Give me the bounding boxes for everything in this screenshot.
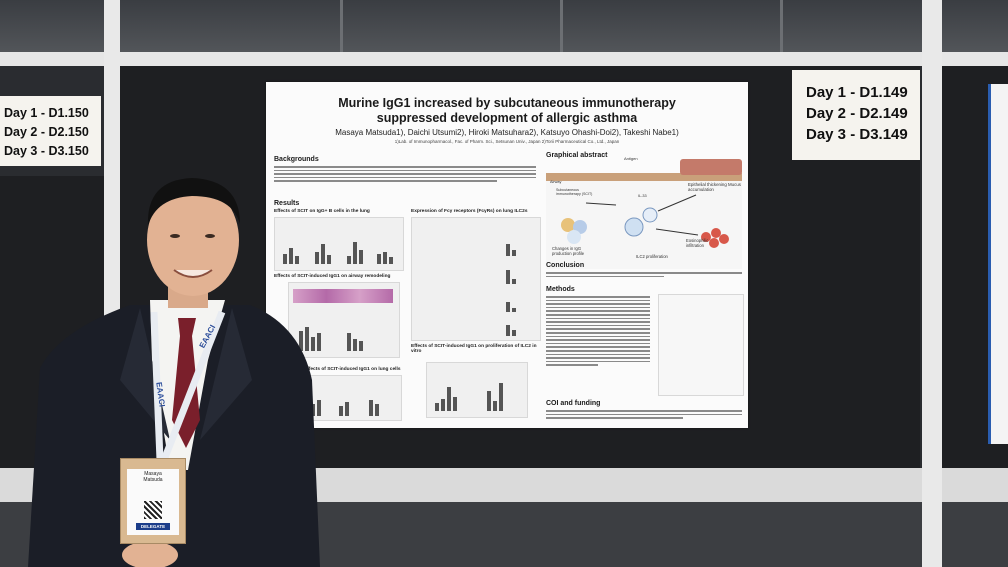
abstract-label: Epithelial thickening Mucus accumulation <box>688 182 741 192</box>
poster-authors: Masaya Matsuda1), Daichi Utsumi2), Hirok… <box>335 128 679 137</box>
section-heading-graphical-abstract: Graphical abstract <box>546 152 608 159</box>
badge-role: DELEGATE <box>136 523 170 530</box>
section-heading-methods: Methods <box>546 286 575 293</box>
sign-line: Day 2 - D2.150 <box>4 125 89 139</box>
histology-images <box>293 289 393 303</box>
abstract-label: Airway <box>550 180 562 184</box>
abstract-label: IL-33 <box>638 194 647 198</box>
name-badge: Masaya Matsuda DELEGATE <box>120 458 186 544</box>
section-heading-conclusion: Conclusion <box>546 262 585 269</box>
abstract-label: Changes in IgG production profile <box>552 246 585 256</box>
board-number-sign-left: Day 1 - D1.150 Day 2 - D2.150 Day 3 - D3… <box>0 96 101 166</box>
methods-schedule-figure <box>658 294 744 396</box>
neighbor-poster-edge <box>988 84 1008 444</box>
board-number-sign-right: Day 1 - D1.149 Day 2 - D2.149 Day 3 - D3… <box>792 70 920 160</box>
figure-panel <box>274 217 404 271</box>
backgrounds-text <box>274 166 536 184</box>
sign-line: Day 1 - D1.149 <box>806 84 908 101</box>
abstract-label: Antigen <box>624 156 638 161</box>
booth-pole <box>922 0 942 567</box>
research-poster: Murine IgG1 increased by subcutaneous im… <box>266 82 748 428</box>
figure-heading: Effects of SCIT-induced IgG1 on lung cel… <box>304 367 401 372</box>
coi-text <box>546 410 742 421</box>
ceiling-beam <box>340 0 343 58</box>
section-heading-backgrounds: Backgrounds <box>274 156 319 163</box>
methods-text <box>546 296 650 368</box>
figure-panel <box>304 375 402 421</box>
figure-heading: Effects of SCIT-induced IgG1 on prolifer… <box>411 344 537 354</box>
abstract-label: ILC2 proliferation <box>636 254 668 259</box>
presenter-person <box>28 178 320 567</box>
conclusion-text <box>546 272 742 279</box>
abstract-label: Subcutaneous immunotherapy (SCIT) <box>556 188 593 196</box>
poster-title-line: suppressed development of allergic asthm… <box>376 111 638 125</box>
sign-line: Day 2 - D2.149 <box>806 105 908 122</box>
sign-line: Day 3 - D3.150 <box>4 144 89 158</box>
abstract-label: Eosinophilic infiltration <box>686 238 709 248</box>
figure-panel <box>288 282 400 358</box>
badge-qr-code <box>144 501 162 519</box>
booth-frame-top <box>0 52 1008 66</box>
section-heading-coi: COI and funding <box>546 400 601 407</box>
poster-title-line: Murine IgG1 increased by subcutaneous im… <box>338 96 676 110</box>
ceiling-beam <box>780 0 783 58</box>
figure-panel <box>426 362 528 418</box>
figure-heading: Effects of SCIT-induced IgG1 on airway r… <box>274 274 391 279</box>
poster-affiliation: 1)Lab. of Immunopharmacol., Fac. of Phar… <box>394 139 620 144</box>
sign-line: Day 1 - D1.150 <box>4 106 89 120</box>
figure-heading: Effects of SCIT on IgG+ B cells in the l… <box>274 209 370 214</box>
badge-name: Matsuda <box>143 477 163 483</box>
section-heading-results: Results <box>274 200 300 207</box>
ceiling-beam <box>560 0 563 58</box>
badge-name: Masaya <box>144 471 162 477</box>
figure-heading: Expression of Fcγ receptors (FcγRs) on l… <box>411 209 528 214</box>
figure-panel <box>411 217 541 341</box>
hall-ceiling <box>0 0 1008 58</box>
graphical-abstract-diagram <box>546 159 742 269</box>
poster-title: Murine IgG1 increased by subcutaneous im… <box>266 96 748 126</box>
sign-line: Day 3 - D3.149 <box>806 126 908 143</box>
